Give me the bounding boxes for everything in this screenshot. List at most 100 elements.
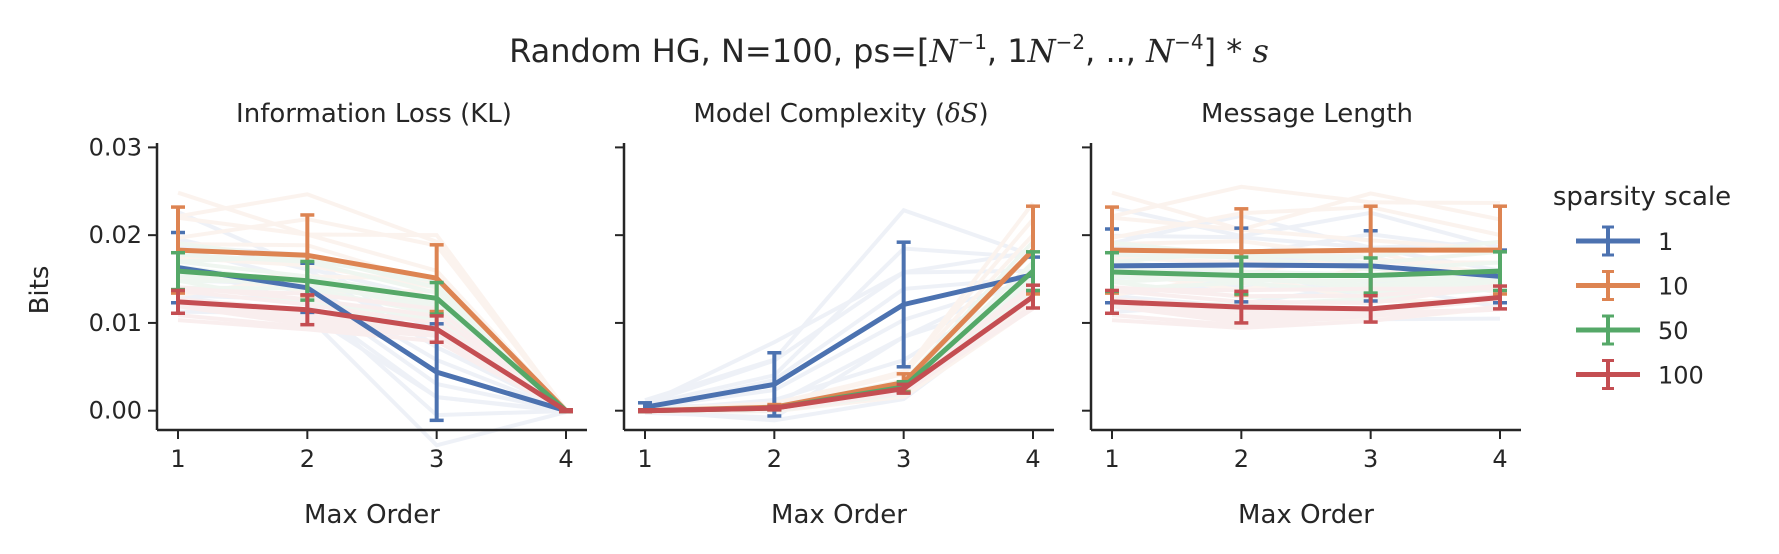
run-line	[644, 277, 1034, 410]
run-line	[177, 274, 568, 414]
run-line	[177, 309, 567, 414]
x-tick-label: 4	[558, 445, 573, 473]
run-line	[1111, 294, 1501, 322]
legend-entry-100: 100	[1576, 359, 1704, 390]
run-line	[177, 278, 568, 413]
x-tick-label: 2	[300, 445, 315, 473]
x-tick-label: 4	[1025, 445, 1040, 473]
run-line	[177, 278, 568, 413]
series-line	[1111, 295, 1501, 312]
legend-entry-1: 1	[1576, 225, 1673, 257]
run-line	[1111, 205, 1501, 250]
run-line	[177, 265, 567, 413]
run-line	[644, 268, 1034, 406]
run-line	[644, 273, 1034, 410]
run-line	[177, 278, 567, 413]
panel-1: 1 2 3 4 0.00 0.01 0.02 0.03 Max Order	[89, 133, 587, 530]
run-line	[1111, 282, 1501, 314]
panel-title-message-length: Message Length	[1201, 99, 1413, 129]
series-50	[1105, 250, 1507, 296]
run-line	[177, 285, 568, 413]
x-tick-label: 1	[1104, 445, 1119, 473]
run-line	[177, 217, 568, 412]
series-line	[177, 268, 568, 413]
run-line	[1111, 279, 1501, 299]
run-line	[1111, 265, 1501, 296]
x-tick-label: 4	[1492, 445, 1507, 473]
run-line	[177, 215, 568, 413]
y-axis-label: Bits	[25, 266, 55, 315]
run-line	[644, 250, 1034, 407]
run-line	[1111, 184, 1501, 219]
legend-label: 1	[1658, 228, 1673, 256]
run-line	[177, 287, 568, 412]
run-line	[177, 318, 567, 414]
run-line	[1111, 304, 1501, 330]
run-line	[1111, 286, 1501, 293]
run-line	[177, 293, 567, 418]
run-line	[1111, 274, 1501, 283]
run-line	[1111, 273, 1501, 292]
x-tick-label: 2	[767, 445, 782, 473]
y-tick-label: 0.01	[89, 309, 142, 337]
panel-title-information-loss: Information Loss (KL)	[236, 99, 512, 129]
legend-entry-10: 10	[1576, 270, 1689, 301]
panel-2: 1 2 3 4 Max Order	[615, 143, 1054, 530]
series-line	[1111, 247, 1500, 255]
panel-3: 1 2 3 4 Max Order	[1082, 143, 1521, 530]
run-line	[1111, 215, 1501, 252]
run-line	[1111, 304, 1501, 325]
run-line	[1111, 307, 1501, 328]
run-line	[1111, 275, 1501, 295]
run-line	[1111, 297, 1501, 322]
legend: sparsity scale 1 10 50 100	[1553, 182, 1731, 390]
series-line	[177, 247, 568, 413]
legend-label: 10	[1658, 273, 1689, 301]
run-line	[1111, 190, 1501, 232]
run-line	[177, 288, 568, 412]
run-line	[1111, 297, 1501, 323]
run-line	[1111, 249, 1501, 266]
x-tick-label: 1	[637, 445, 652, 473]
run-line	[1111, 213, 1501, 250]
run-line	[1111, 283, 1501, 299]
run-line	[1111, 233, 1501, 273]
panels: 1 2 3 4 0.00 0.01 0.02 0.03 Max Order 1 2 3 4 Max Ord…	[89, 133, 1521, 530]
run-line	[177, 192, 568, 412]
legend-title: sparsity scale	[1553, 182, 1731, 212]
series-line	[1111, 268, 1501, 278]
series-line	[177, 299, 568, 413]
run-line	[644, 207, 1034, 403]
y-tick-label: 0.03	[89, 133, 142, 161]
run-line	[1111, 205, 1501, 240]
legend-label: 50	[1658, 317, 1689, 345]
x-axis-label: Max Order	[304, 500, 440, 530]
series-100	[171, 288, 573, 414]
legend-label: 100	[1658, 362, 1704, 390]
y-tick-label: 0.00	[89, 397, 142, 425]
series-line	[644, 294, 1035, 414]
run-line	[177, 253, 568, 412]
run-line	[177, 285, 568, 412]
legend-entry-50: 50	[1576, 314, 1689, 346]
series-line	[644, 272, 1034, 410]
x-tick-label: 3	[896, 445, 911, 473]
series-100	[1105, 284, 1507, 325]
x-axis-label: Max Order	[1238, 500, 1374, 530]
run-line	[1111, 297, 1501, 315]
run-line	[1111, 263, 1501, 291]
series-100	[638, 283, 1040, 414]
run-line	[644, 301, 1035, 423]
x-tick-label: 3	[429, 445, 444, 473]
run-line	[177, 268, 567, 413]
x-tick-label: 3	[1363, 445, 1378, 473]
individual-runs	[1111, 184, 1501, 330]
run-line	[177, 255, 568, 413]
run-line	[644, 246, 1034, 407]
figure-title: Random HG, N=100, ps=[N−1, 1N−2, .., N−4…	[509, 30, 1269, 70]
x-tick-label: 1	[170, 445, 185, 473]
x-axis-label: Max Order	[771, 500, 907, 530]
run-line	[1111, 283, 1501, 306]
run-line	[177, 190, 568, 412]
